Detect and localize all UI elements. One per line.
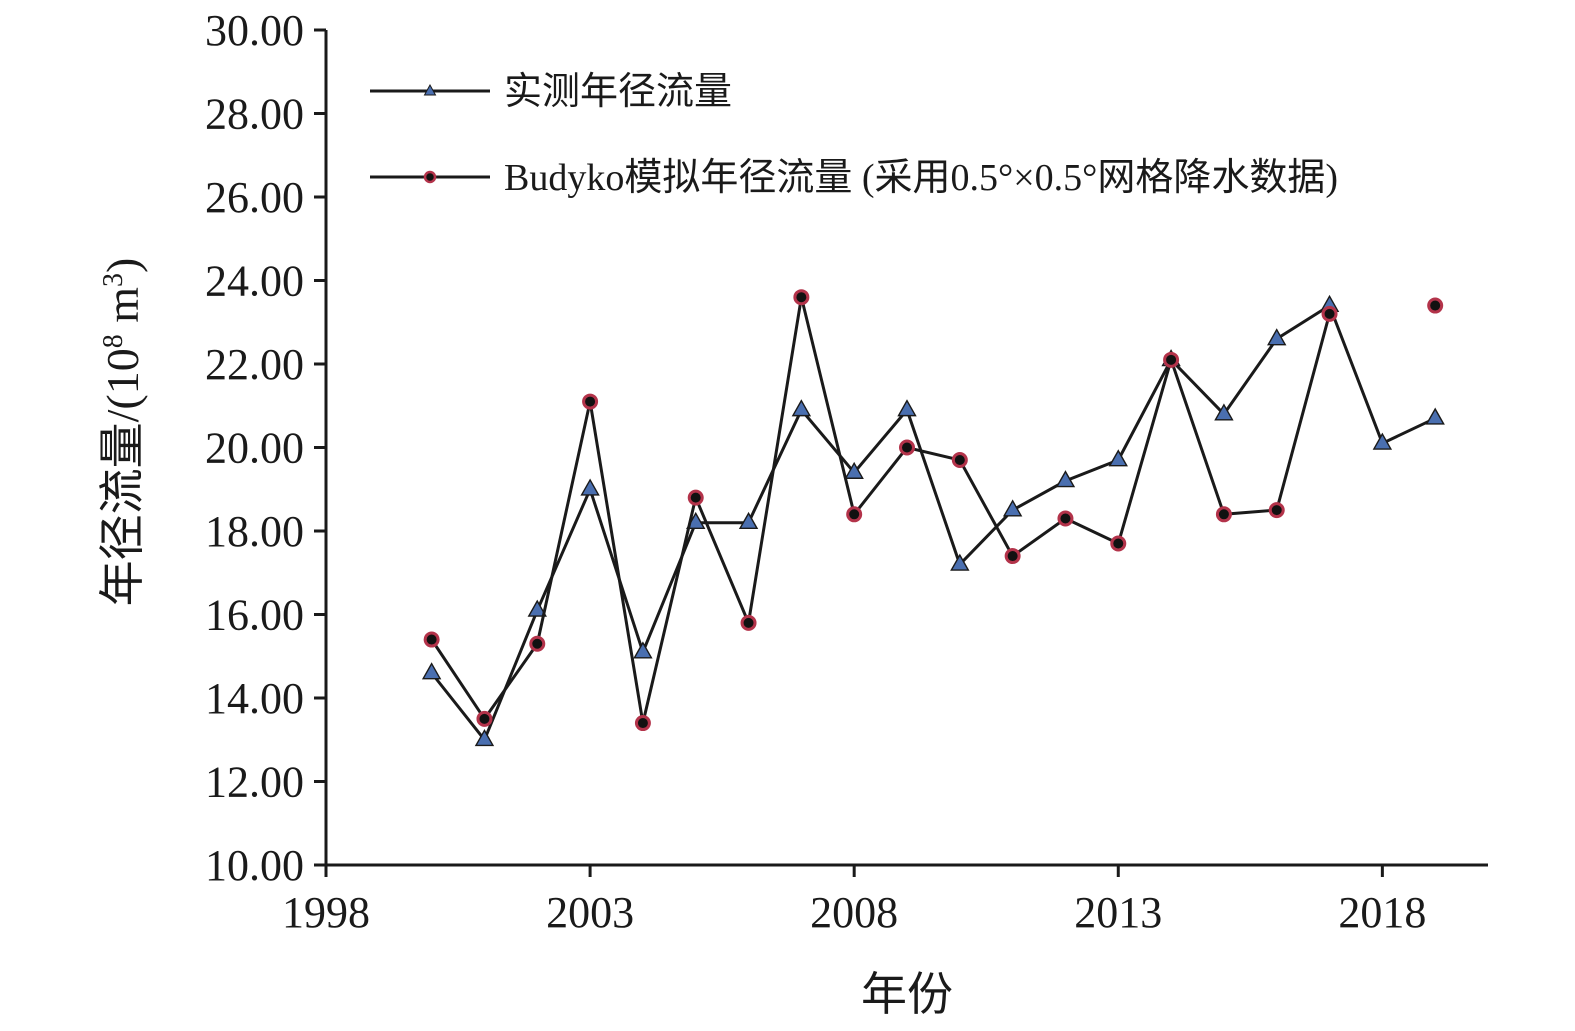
data-point-circle [1110, 535, 1127, 552]
plot-area: 10.00 12.00 14.00 16.00 18.00 20.00 22.00 24.00… [205, 6, 1488, 937]
data-point-circle [740, 614, 757, 631]
y-tick-label: 18.00 [205, 507, 304, 556]
y-tick-label: 20.00 [205, 424, 304, 473]
data-point-triangle [844, 461, 864, 479]
data-point-circle [951, 452, 968, 469]
y-tick-label: 28.00 [205, 90, 304, 139]
y-tick-label: 10.00 [205, 841, 304, 890]
data-point-circle [1427, 297, 1444, 314]
data-point-triangle [580, 478, 600, 496]
data-point-triangle [1055, 470, 1076, 488]
y-axis-title-mid: m [97, 287, 148, 335]
series-2 [423, 289, 1444, 732]
data-point-triangle [1108, 449, 1128, 467]
x-axis-title: 年份 [861, 969, 953, 1020]
x-tick-label: 2018 [1338, 888, 1426, 937]
x-axis-ticks: 1998 2003 2008 2013 2018 [282, 865, 1426, 937]
data-point-triangle [1267, 328, 1287, 346]
x-tick-label: 2008 [810, 888, 898, 937]
data-point-triangle [950, 553, 970, 571]
y-tick-label: 30.00 [205, 6, 304, 55]
data-point-circle [1215, 506, 1232, 523]
y-axis-title-main: 年径流量/(10 [97, 348, 148, 606]
y-axis-title: 年径流量/(108 m3) [97, 258, 148, 607]
x-tick-label: 2003 [546, 888, 634, 937]
data-point-circle [899, 439, 915, 456]
data-point-triangle [421, 662, 442, 680]
data-point-circle [582, 393, 599, 410]
y-axis-title-sup1: 8 [98, 334, 129, 348]
legend-label-observed: 实测年径流量 [504, 71, 732, 113]
x-tick-label: 2013 [1074, 888, 1162, 937]
y-tick-label: 12.00 [205, 758, 304, 807]
data-point-triangle [1425, 407, 1445, 425]
data-point-circle [1321, 305, 1338, 322]
data-point-triangle [897, 399, 917, 417]
y-tick-label: 24.00 [205, 257, 304, 306]
y-axis-title-end: ) [97, 258, 148, 273]
data-point-triangle [1002, 499, 1023, 517]
data-point-circle [687, 489, 704, 506]
y-tick-label: 14.00 [205, 674, 304, 723]
legend-label-budyko: Budyko模拟年径流量 (采用0.5°×0.5°网格降水数据) [504, 157, 1338, 199]
data-point-circle [1004, 548, 1021, 565]
data-point-triangle [1214, 403, 1234, 421]
y-axis-ticks: 10.00 12.00 14.00 16.00 18.00 20.00 22.00 24.00… [205, 6, 326, 890]
data-point-circle [1057, 510, 1074, 527]
legend: 实测年径流量 Budyko模拟年径流量 (采用0.5°×0.5°网格降水数据) [370, 71, 1338, 199]
series-line [430, 303, 1436, 743]
data-point-triangle [738, 511, 759, 530]
data-point-circle [476, 710, 493, 727]
data-point-triangle [474, 729, 495, 747]
data-point-triangle [527, 599, 547, 617]
x-tick-label: 1998 [282, 888, 370, 937]
data-point-triangle [1372, 432, 1393, 450]
legend-item-observed: 实测年径流量 [370, 71, 732, 113]
data-point-circle [634, 715, 651, 732]
series-1 [421, 294, 1445, 747]
legend-circle-icon [423, 170, 437, 184]
data-point-circle [793, 289, 810, 306]
data-point-circle [423, 631, 440, 648]
y-tick-label: 26.00 [205, 173, 304, 222]
y-tick-label: 22.00 [205, 340, 304, 389]
data-point-circle [1268, 502, 1285, 519]
legend-triangle-icon [423, 83, 437, 96]
y-axis-title-sup2: 3 [98, 273, 129, 287]
data-point-circle [529, 635, 546, 652]
data-point-triangle [791, 399, 812, 417]
data-point-triangle [633, 641, 653, 659]
legend-item-budyko: Budyko模拟年径流量 (采用0.5°×0.5°网格降水数据) [370, 157, 1338, 199]
series-layer [421, 289, 1445, 747]
data-point-circle [846, 506, 863, 523]
data-point-circle [1163, 351, 1180, 368]
y-tick-label: 16.00 [205, 591, 304, 640]
